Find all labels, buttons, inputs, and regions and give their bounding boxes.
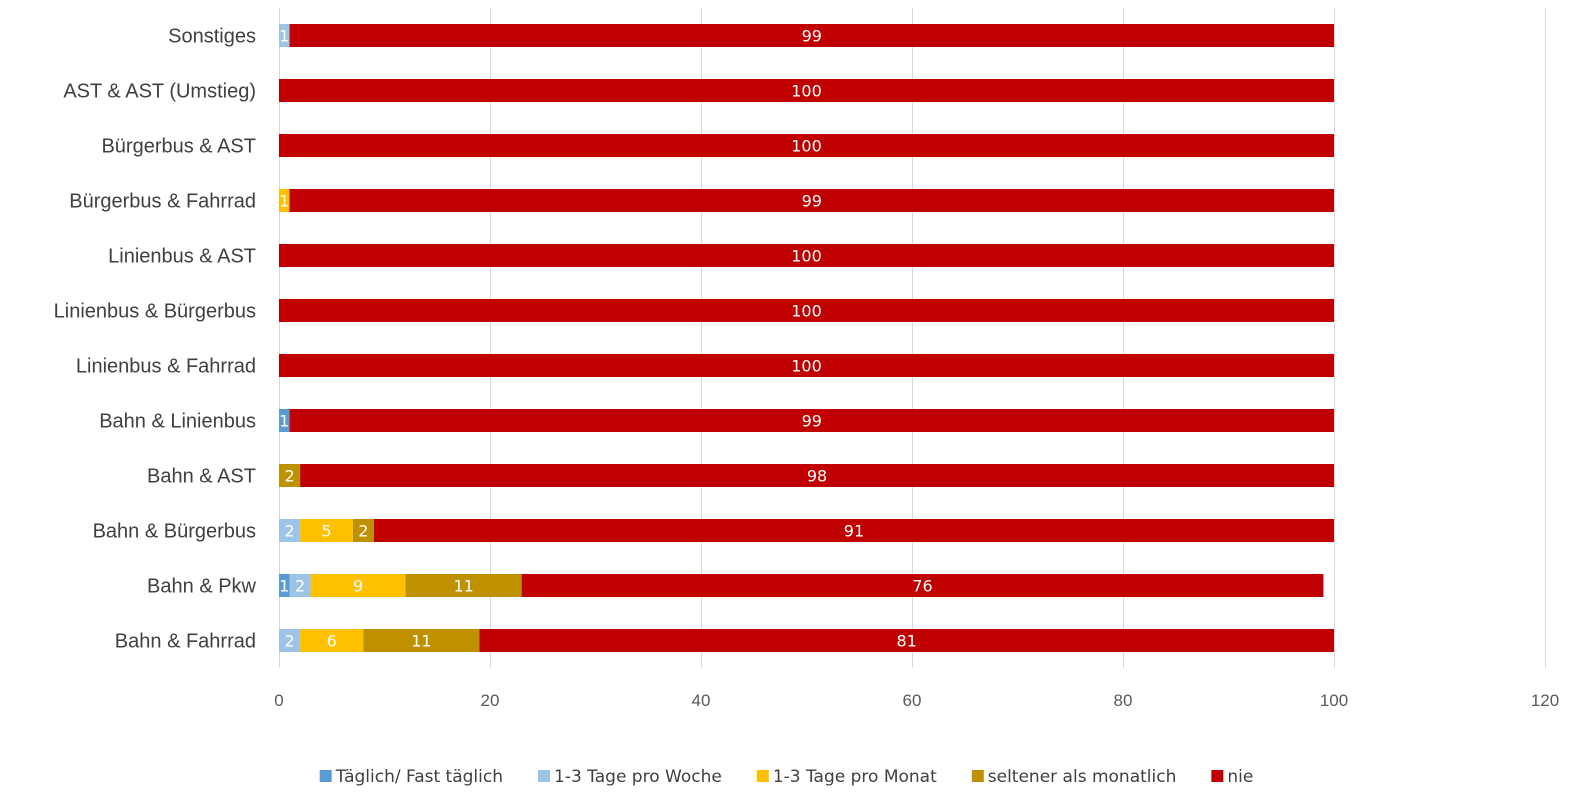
data-label: 100 bbox=[791, 82, 822, 101]
bar-segment bbox=[289, 409, 1334, 432]
x-tick-label: 20 bbox=[481, 691, 500, 710]
bar-segment bbox=[521, 574, 1324, 597]
bar-segment bbox=[363, 629, 480, 652]
category-labels: Sonstiges AST & AST (Umstieg) Bürgerbus & … bbox=[54, 26, 257, 653]
data-label: 76 bbox=[912, 577, 932, 596]
legend-entry: seltener als monatlich bbox=[988, 767, 1177, 787]
bar-segment bbox=[405, 574, 522, 597]
legend-swatch bbox=[971, 770, 984, 782]
legend-swatch bbox=[538, 770, 551, 782]
bar-segment bbox=[300, 519, 353, 542]
data-label: 2 bbox=[295, 577, 305, 596]
x-axis-tick-labels: 0 20 40 60 80 100 120 bbox=[274, 691, 1559, 710]
bar-segment bbox=[279, 464, 301, 487]
legend: Täglich/ Fast täglich 1-3 Tage pro Woche 1… bbox=[319, 767, 1253, 787]
bar-segment bbox=[289, 189, 1334, 212]
bar-segment bbox=[279, 189, 290, 212]
bar-segment bbox=[300, 629, 364, 652]
gridlines bbox=[279, 8, 1546, 668]
bars bbox=[279, 24, 1335, 652]
legend-swatch bbox=[756, 770, 769, 782]
legend-entry: 1-3 Tage pro Woche bbox=[554, 767, 722, 787]
data-label: 1 bbox=[279, 577, 289, 596]
bar-segment bbox=[279, 574, 290, 597]
bar-segment bbox=[279, 409, 290, 432]
category-label: Sonstiges bbox=[168, 26, 256, 48]
bar-segment bbox=[279, 244, 1334, 267]
legend-swatch bbox=[1211, 770, 1224, 782]
data-label: 99 bbox=[802, 192, 822, 211]
x-tick-label: 100 bbox=[1320, 691, 1348, 710]
category-label: Bürgerbus & AST bbox=[101, 136, 256, 158]
data-label: 99 bbox=[802, 27, 822, 46]
bar-segment bbox=[352, 519, 374, 542]
data-label: 98 bbox=[807, 467, 827, 486]
bar-segment bbox=[289, 24, 1334, 47]
category-label: Linienbus & AST bbox=[108, 246, 256, 268]
bar-segment bbox=[279, 79, 1334, 102]
bar-segment bbox=[310, 574, 406, 597]
data-label: 2 bbox=[358, 522, 368, 541]
x-tick-label: 0 bbox=[274, 691, 283, 710]
bar-segment bbox=[279, 354, 1334, 377]
data-label: 100 bbox=[791, 357, 822, 376]
data-label: 9 bbox=[353, 577, 363, 596]
data-label: 1 bbox=[279, 27, 289, 46]
data-label: 2 bbox=[284, 522, 294, 541]
legend-swatch bbox=[319, 770, 332, 782]
category-label: Bahn & Pkw bbox=[147, 576, 257, 598]
bar-segment bbox=[279, 24, 290, 47]
data-label: 2 bbox=[284, 467, 294, 486]
data-label: 91 bbox=[844, 522, 864, 541]
data-label: 2 bbox=[284, 632, 294, 651]
category-label: Bürgerbus & Fahrrad bbox=[69, 191, 256, 213]
data-label: 1 bbox=[279, 412, 289, 431]
category-label: Bahn & Bürgerbus bbox=[93, 521, 256, 543]
data-label: 100 bbox=[791, 247, 822, 266]
legend-entry: Täglich/ Fast täglich bbox=[335, 767, 503, 787]
data-label: 81 bbox=[897, 632, 917, 651]
bar-segment bbox=[289, 574, 311, 597]
bar-segment bbox=[279, 134, 1334, 157]
x-tick-label: 80 bbox=[1114, 691, 1133, 710]
legend-entry: 1-3 Tage pro Monat bbox=[773, 767, 937, 787]
category-label: Linienbus & Bürgerbus bbox=[54, 301, 256, 323]
bar-segment bbox=[279, 629, 301, 652]
data-label: 99 bbox=[802, 412, 822, 431]
data-label: 11 bbox=[453, 577, 473, 596]
data-label: 5 bbox=[321, 522, 331, 541]
category-label: Bahn & AST bbox=[147, 466, 256, 488]
data-label: 6 bbox=[327, 632, 337, 651]
category-label: Bahn & Linienbus bbox=[99, 411, 256, 433]
category-label: Linienbus & Fahrrad bbox=[76, 356, 256, 378]
data-label: 11 bbox=[411, 632, 431, 651]
bar-segment bbox=[479, 629, 1334, 652]
bar-segment bbox=[300, 464, 1335, 487]
legend-entry: nie bbox=[1227, 767, 1253, 787]
x-tick-label: 60 bbox=[903, 691, 922, 710]
data-label: 100 bbox=[791, 302, 822, 321]
category-label: Bahn & Fahrrad bbox=[115, 631, 256, 653]
data-label: 1 bbox=[279, 192, 289, 211]
data-label: 100 bbox=[791, 137, 822, 156]
bar-segment bbox=[279, 299, 1334, 322]
x-tick-label: 120 bbox=[1531, 691, 1559, 710]
bar-segment bbox=[279, 519, 301, 542]
bar-segment bbox=[373, 519, 1334, 542]
x-tick-label: 40 bbox=[692, 691, 711, 710]
category-label: AST & AST (Umstieg) bbox=[63, 81, 256, 103]
